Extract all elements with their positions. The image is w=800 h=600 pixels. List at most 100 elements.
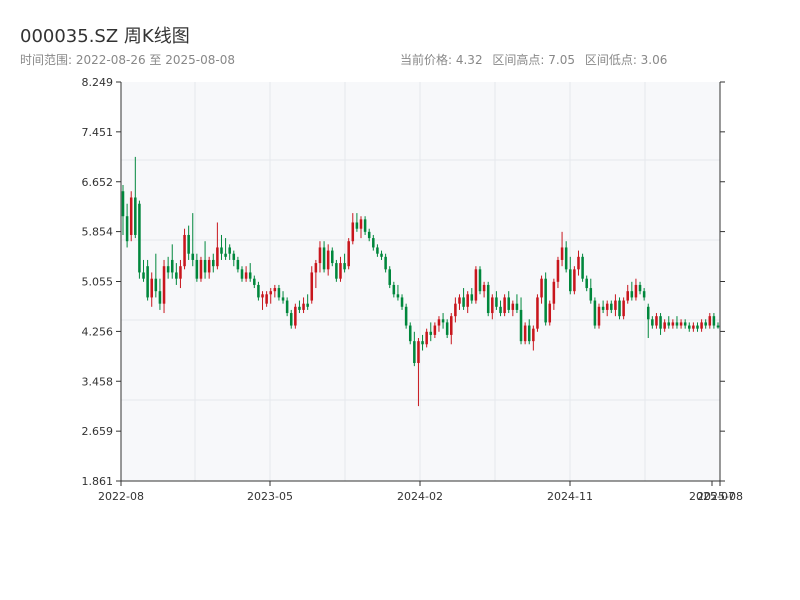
candle	[519, 297, 523, 345]
candle-body	[679, 322, 683, 326]
candle-body	[454, 303, 457, 317]
candle-body	[585, 278, 588, 289]
candle-body	[651, 319, 654, 326]
candle-body	[220, 247, 223, 254]
candle-body	[384, 256, 387, 270]
candle	[359, 216, 363, 239]
candle-body	[306, 303, 309, 307]
chart-title: 000035.SZ 周K线图	[20, 26, 190, 47]
candle-body	[482, 284, 486, 292]
candle-body	[692, 325, 695, 329]
candle-body	[158, 291, 162, 304]
candle-body	[281, 297, 285, 301]
candle-body	[212, 259, 215, 267]
candle-body	[179, 266, 182, 279]
candle-body	[536, 297, 539, 329]
candle-body	[326, 250, 330, 270]
candle	[421, 334, 424, 351]
candle-body	[659, 316, 662, 329]
range-low-label: 区间低点: 3.06	[584, 53, 668, 67]
candle-body	[372, 238, 375, 248]
candle-body	[343, 263, 346, 270]
candle	[437, 316, 441, 332]
candle-body	[154, 278, 158, 292]
candle	[240, 266, 244, 282]
candle	[675, 316, 679, 329]
candle-body	[367, 231, 371, 239]
candle-body	[622, 300, 625, 317]
candle	[265, 291, 268, 307]
candle-body	[667, 322, 671, 326]
candle	[630, 281, 634, 301]
candle-body	[404, 306, 408, 326]
candle	[175, 263, 178, 285]
candle	[491, 294, 494, 320]
candle-body	[433, 325, 437, 335]
y-tick-label: 3.458	[82, 375, 114, 388]
candle-body	[224, 253, 227, 257]
x-tick-label: 2022-08	[98, 490, 144, 503]
candle	[429, 322, 433, 342]
candle-body	[355, 222, 359, 229]
candle	[540, 275, 543, 304]
candle	[618, 297, 621, 320]
candle	[134, 156, 137, 239]
candle	[244, 266, 248, 282]
candle-body	[302, 303, 305, 310]
candle-body	[626, 291, 629, 301]
candle-body	[392, 284, 396, 295]
candle-body	[437, 319, 441, 326]
candle-body	[708, 316, 712, 326]
candle	[532, 325, 535, 351]
candle-body	[569, 269, 572, 292]
candle-body	[515, 303, 519, 310]
candle	[261, 291, 264, 310]
candle-body	[700, 322, 703, 329]
candle-body	[716, 325, 720, 328]
candle	[515, 294, 519, 314]
candle	[236, 256, 240, 273]
candle	[445, 319, 449, 339]
candle	[408, 322, 412, 345]
candle	[203, 241, 207, 279]
candle-body	[162, 266, 166, 304]
candle-body	[203, 259, 207, 273]
candle	[191, 213, 195, 267]
candle	[495, 291, 498, 310]
candle-body	[363, 219, 367, 232]
candle	[462, 288, 465, 310]
candle-body	[470, 294, 474, 301]
candle-body	[450, 316, 453, 335]
candle-body	[425, 331, 428, 345]
candle-body	[359, 219, 363, 229]
candle-body	[244, 272, 248, 279]
candle	[683, 319, 687, 329]
candle	[207, 256, 211, 279]
candle	[413, 331, 416, 367]
candle-body	[146, 266, 149, 298]
candle	[425, 328, 428, 348]
candle-body	[347, 241, 350, 267]
candle-body	[253, 278, 256, 285]
candle-body	[618, 300, 621, 317]
candle	[482, 281, 486, 298]
candle-body	[712, 316, 716, 326]
candle-body	[655, 316, 658, 326]
candle	[560, 231, 564, 267]
candle	[569, 256, 572, 295]
candle-body	[462, 297, 465, 307]
candle	[322, 241, 326, 273]
candle-body	[195, 259, 199, 279]
date-range-label: 时间范围: 2022-08-26 至 2025-08-08	[20, 53, 235, 67]
candle	[651, 316, 654, 329]
candle	[716, 322, 720, 329]
candle	[692, 322, 695, 332]
candle-body	[507, 297, 510, 310]
candle	[269, 288, 272, 304]
candle	[646, 303, 650, 339]
candle-body	[523, 325, 527, 342]
candle	[306, 294, 309, 310]
candle	[388, 266, 391, 289]
candle	[503, 294, 506, 317]
candle-body	[248, 272, 252, 279]
